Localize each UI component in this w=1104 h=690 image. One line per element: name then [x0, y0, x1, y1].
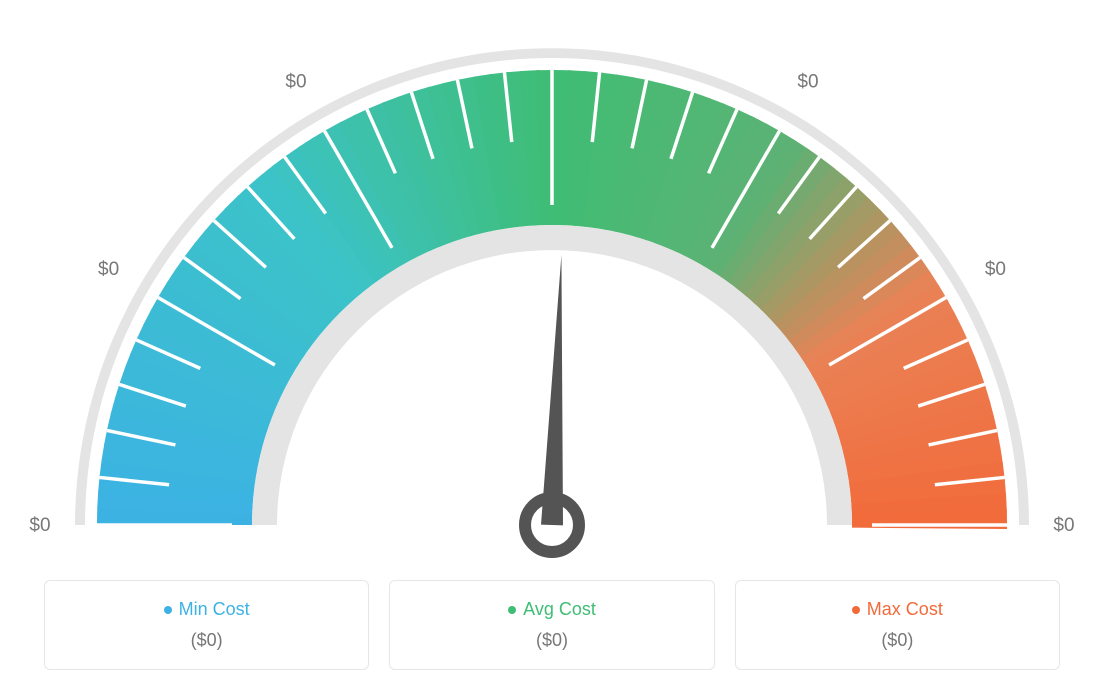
legend-value: ($0)	[881, 630, 913, 651]
gauge-chart-container: $0$0$0$0$0$0$0 Min Cost($0)Avg Cost($0)M…	[0, 0, 1104, 690]
tick-label: $0	[285, 72, 306, 93]
tick-label: $0	[98, 259, 119, 280]
legend-value: ($0)	[191, 630, 223, 651]
legend-title-row: Max Cost	[852, 599, 943, 620]
legend-title-row: Avg Cost	[508, 599, 596, 620]
legend-dot-icon	[852, 606, 860, 614]
legend-value: ($0)	[536, 630, 568, 651]
legend-title: Min Cost	[179, 599, 250, 620]
legend-card: Max Cost ($0)	[735, 580, 1060, 670]
legend-card: Min Cost ($0)	[44, 580, 369, 670]
tick-label: $0	[797, 72, 818, 93]
tick-label: $0	[1053, 515, 1074, 536]
legend-row: Min Cost ($0) Avg Cost ($0) Max Cost ($0)	[0, 580, 1104, 670]
tick-label: $0	[29, 515, 50, 536]
legend-dot-icon	[508, 606, 516, 614]
legend-title: Max Cost	[867, 599, 943, 620]
legend-title: Avg Cost	[523, 599, 596, 620]
tick-label: $0	[985, 259, 1006, 280]
gauge-needle	[541, 255, 563, 525]
gauge-area: $0 $0 $0 $0 $0 $0 $0	[0, 20, 1104, 580]
tick-label: $0	[541, 20, 562, 24]
legend-dot-icon	[164, 606, 172, 614]
legend-title-row: Min Cost	[164, 599, 250, 620]
gauge-svg: $0 $0 $0 $0 $0 $0 $0	[0, 20, 1104, 580]
legend-card: Avg Cost ($0)	[389, 580, 714, 670]
